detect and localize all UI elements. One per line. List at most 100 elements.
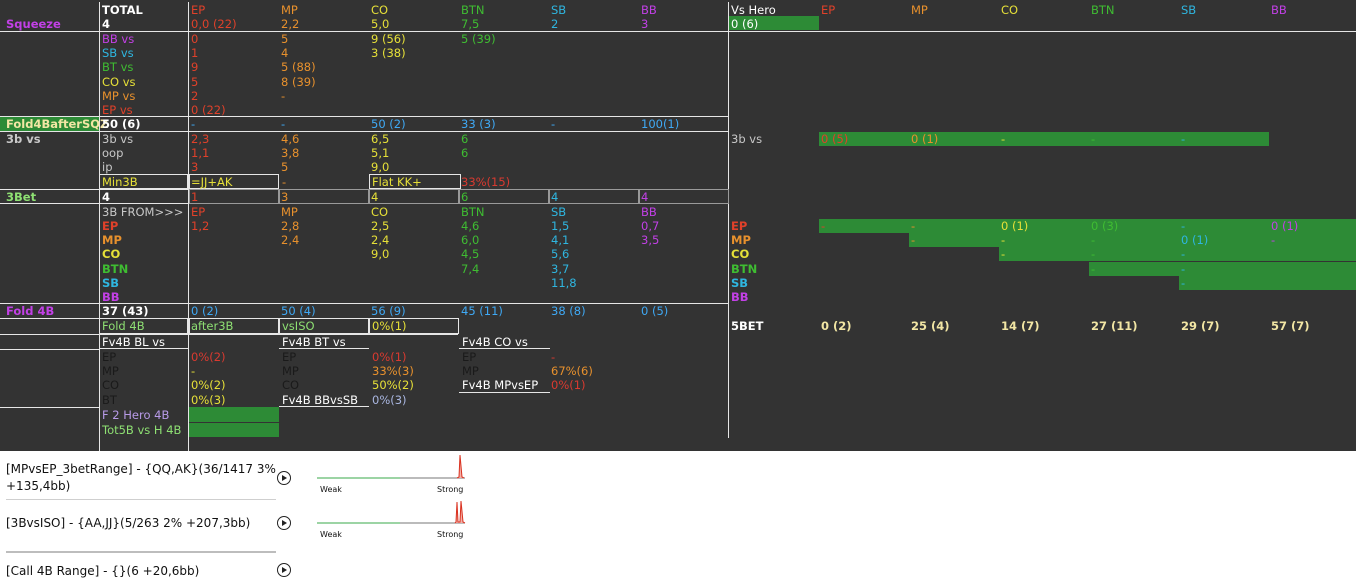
fold4b-sqz-value-0: - bbox=[191, 117, 196, 131]
fv4b-co-row-label: MP bbox=[462, 364, 479, 379]
weak-label: Weak bbox=[320, 530, 342, 539]
threebet-vs-value: 6,5 bbox=[371, 132, 390, 146]
squeeze-label[interactable]: Squeeze bbox=[6, 17, 61, 31]
col-divider bbox=[99, 2, 100, 451]
min3b-dash: - bbox=[282, 175, 287, 189]
after3b-label: after3B bbox=[191, 319, 234, 333]
pos-header-mp: MP bbox=[281, 3, 298, 17]
mpvsep-underline bbox=[459, 392, 550, 393]
f2hero-bar bbox=[189, 407, 279, 422]
fivebet-value-2: 14 (7) bbox=[1001, 319, 1040, 333]
threebet-row-value: 4,6 bbox=[461, 219, 480, 233]
threebet-vs-value: 9,0 bbox=[371, 160, 390, 175]
threebet-vs-value: 4,6 bbox=[281, 132, 300, 146]
matrix-row-bar bbox=[909, 233, 1356, 248]
play-icon[interactable] bbox=[277, 516, 291, 530]
matrix-row-label: BTN bbox=[731, 261, 758, 276]
flat-value: 33%(15) bbox=[461, 175, 511, 189]
squeeze-value-3: 7,5 bbox=[461, 17, 480, 31]
threebet-cell-5 bbox=[639, 189, 729, 204]
fold4b-label[interactable]: Fold 4B bbox=[6, 304, 55, 318]
fv4b-bt-underline bbox=[279, 348, 369, 349]
threebet-cell-1 bbox=[279, 189, 369, 204]
fivebet-value-0: 0 (2) bbox=[821, 319, 852, 333]
popup-2-line1: [3BvsISO] - {AA,JJ}(5/263 2% +207,3bb) bbox=[6, 516, 251, 530]
squeeze-row-value: 9 bbox=[191, 60, 199, 75]
row-divider bbox=[0, 407, 99, 408]
f2hero-label: F 2 Hero 4B bbox=[102, 408, 170, 422]
squeeze-value-4: 2 bbox=[551, 17, 559, 31]
matrix-value: - bbox=[1001, 233, 1006, 248]
threebet-vs-row-label: 3b vs bbox=[102, 132, 134, 146]
squeeze-row-value: 3 (38) bbox=[371, 46, 406, 61]
pos-header-ep: EP bbox=[191, 3, 206, 17]
squeeze-row-value: 0 bbox=[191, 32, 199, 46]
threebet-row-value: 1,2 bbox=[191, 219, 210, 233]
matrix-value: - bbox=[1091, 233, 1096, 248]
col-divider bbox=[728, 2, 729, 438]
play-icon[interactable] bbox=[277, 471, 291, 485]
threebet-row-value: 1,5 bbox=[551, 219, 570, 233]
right-threebet-vs-label: 3b vs bbox=[731, 132, 763, 146]
threebet-row-value: 7,4 bbox=[461, 261, 480, 276]
row-divider bbox=[0, 318, 99, 319]
squeeze-row-label: BB vs bbox=[102, 32, 135, 46]
vs-hero-pos-co: CO bbox=[1001, 3, 1019, 17]
matrix-value: - bbox=[1181, 275, 1186, 290]
fold4b-value-5: 0 (5) bbox=[641, 304, 669, 318]
right-threebet-vs-value: - bbox=[1181, 132, 1186, 146]
popup-3-line1: [Call 4B Range] - {}(6 +20,6bb) bbox=[6, 564, 200, 578]
squeeze-row-value: 5 (88) bbox=[281, 60, 316, 75]
min3b-box bbox=[99, 174, 188, 189]
right-threebet-vs-value: - bbox=[1091, 132, 1096, 146]
flat-label: Flat KK+ bbox=[372, 175, 422, 189]
squeeze-value-0: 0,0 (22) bbox=[191, 17, 237, 31]
threebet-from-pos: MP bbox=[281, 205, 298, 219]
pos-header-sb: SB bbox=[551, 3, 567, 17]
matrix-row-bar bbox=[1179, 275, 1356, 290]
fv4b-bt-row-label: MP bbox=[282, 364, 299, 379]
vsiso-box bbox=[279, 318, 369, 334]
right-threebet-vs-value: 0 (5) bbox=[821, 132, 849, 146]
fv4b-bl-row-label: CO bbox=[102, 378, 120, 393]
squeeze-row-value: 5 (39) bbox=[461, 32, 496, 46]
row-divider bbox=[0, 189, 99, 190]
threebet-vs-value: 5 bbox=[281, 160, 289, 175]
fv4b-bt-row-label: CO bbox=[282, 378, 300, 393]
vsiso-val-box bbox=[369, 318, 459, 334]
squeeze-row-label: BT vs bbox=[102, 60, 134, 75]
vs-hero-value: 0 (6) bbox=[731, 17, 759, 31]
threebet-row-label: MP bbox=[102, 233, 122, 248]
matrix-row-label: EP bbox=[731, 219, 748, 233]
fold4b-value-2: 56 (9) bbox=[371, 304, 406, 318]
popup-sep bbox=[6, 551, 276, 553]
threebet-label[interactable]: 3Bet bbox=[6, 190, 37, 204]
fold4b-sqz-value-1: - bbox=[281, 117, 286, 131]
play-icon[interactable] bbox=[277, 563, 291, 577]
threebet-row-value: 3,7 bbox=[551, 261, 570, 276]
threebet-from-pos: BTN bbox=[461, 205, 485, 219]
range-strength-graph bbox=[317, 454, 465, 479]
matrix-row-label: CO bbox=[731, 247, 750, 262]
threebet-row-value: 3,5 bbox=[641, 233, 660, 248]
fold4b-after-sqz-label[interactable]: Fold4BafterSQZ bbox=[6, 117, 109, 131]
squeeze-row-value: 4 bbox=[281, 46, 289, 61]
fold4b-value-4: 38 (8) bbox=[551, 304, 586, 318]
fv4b-bl-row-label: BT bbox=[102, 392, 117, 407]
threebet-value-3: 6 bbox=[461, 190, 469, 204]
row-divider bbox=[0, 116, 728, 117]
threebet-from-pos: BB bbox=[641, 205, 657, 219]
threebet-vs-value: 5,1 bbox=[371, 146, 390, 161]
fivebet-value-3: 27 (11) bbox=[1091, 319, 1138, 333]
matrix-row-bar bbox=[1089, 261, 1356, 276]
threebet-row-value: 2,8 bbox=[281, 219, 300, 233]
fold4b-sqz-value-2: 50 (2) bbox=[371, 117, 406, 131]
right-threebet-vs-bar bbox=[819, 132, 1269, 146]
threebet-row-value: 4,1 bbox=[551, 233, 570, 248]
threebet-row-value: 0,7 bbox=[641, 219, 660, 233]
threebet-vs-value: 6 bbox=[461, 146, 469, 161]
squeeze-total: 4 bbox=[102, 17, 111, 31]
threebet-from-pos: SB bbox=[551, 205, 567, 219]
fv4b-bl-title: Fv4B BL vs bbox=[102, 335, 166, 349]
fv4b-co-row-label: EP bbox=[462, 350, 477, 364]
